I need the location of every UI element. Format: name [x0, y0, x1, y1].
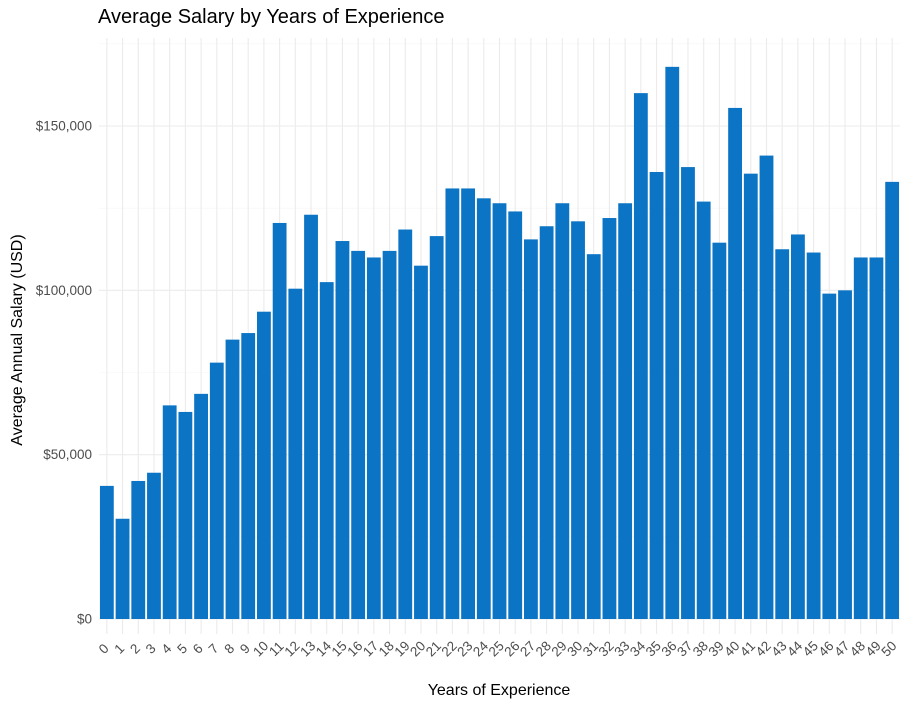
bar-44	[791, 234, 805, 619]
bar-0	[99, 485, 114, 619]
bars-layer	[99, 66, 900, 620]
bar-16	[351, 250, 366, 619]
bar-13	[304, 214, 318, 620]
y-tick-label: $0	[77, 612, 92, 627]
bar-28	[539, 226, 554, 620]
bar-30	[571, 221, 585, 619]
x-tick-label: 6	[190, 641, 206, 657]
bar-6	[194, 393, 208, 619]
x-tick-label: 5	[174, 641, 190, 657]
y-tick-labels: $0 $50,000 $100,000 $150,000	[36, 119, 92, 627]
bar-21	[429, 236, 444, 619]
bar-7	[209, 362, 224, 619]
y-axis-title: Average Annual Salary (USD)	[9, 234, 26, 445]
bar-34	[633, 93, 648, 619]
bar-45	[806, 252, 821, 620]
bar-20	[414, 265, 428, 619]
x-tick-labels: 0 1 2 3 4 5 6 7 8 9101112131415161718192021222324…	[96, 638, 900, 660]
bar-33	[618, 203, 633, 620]
bar-40	[728, 107, 742, 620]
bar-15	[335, 241, 350, 619]
bar-49	[869, 257, 884, 619]
bar-4	[162, 405, 177, 619]
y-tick-label: $150,000	[36, 119, 92, 134]
bar-9	[241, 333, 256, 619]
bar-5	[178, 411, 193, 619]
bar-43	[775, 249, 790, 619]
bar-14	[319, 282, 334, 619]
bar-22	[445, 188, 460, 619]
bar-37	[681, 167, 695, 619]
bar-29	[555, 203, 570, 620]
bar-35	[649, 172, 664, 619]
bar-3	[147, 472, 161, 619]
bar-8	[225, 339, 240, 619]
x-tick-label: 2	[127, 641, 143, 657]
x-tick-label: 8	[221, 641, 237, 657]
bar-39	[712, 242, 727, 619]
x-tick-label: 7	[206, 641, 222, 657]
x-tick-label: 50	[878, 638, 899, 659]
bar-27	[524, 239, 538, 619]
bar-25	[492, 203, 507, 620]
x-tick-label: 4	[159, 641, 175, 657]
y-tick-label: $50,000	[43, 447, 92, 462]
bar-17	[366, 257, 381, 619]
chart-title: Average Salary by Years of Experience	[98, 6, 445, 28]
bar-18	[382, 250, 397, 619]
bar-42	[759, 155, 774, 619]
bar-48	[853, 257, 868, 619]
bar-41	[743, 173, 758, 619]
x-tick-label: 0	[96, 641, 112, 657]
bar-19	[398, 229, 413, 619]
bar-23	[461, 188, 475, 619]
bar-24	[476, 198, 491, 619]
bar-2	[131, 480, 146, 619]
x-axis-title: Years of Experience	[428, 682, 571, 699]
bar-32	[602, 218, 617, 619]
bar-31	[586, 254, 601, 619]
bar-1	[115, 518, 130, 619]
bar-11	[272, 222, 287, 619]
y-tick-label: $100,000	[36, 283, 92, 298]
bar-36	[665, 66, 680, 620]
x-tick-label: 1	[111, 641, 127, 657]
bar-10	[257, 311, 271, 619]
bar-26	[508, 211, 523, 619]
bar-46	[822, 293, 837, 619]
bar-38	[696, 201, 711, 619]
bar-47	[838, 290, 852, 619]
bar-50	[885, 181, 900, 619]
x-tick-label: 3	[143, 641, 159, 657]
bar-12	[288, 288, 303, 619]
